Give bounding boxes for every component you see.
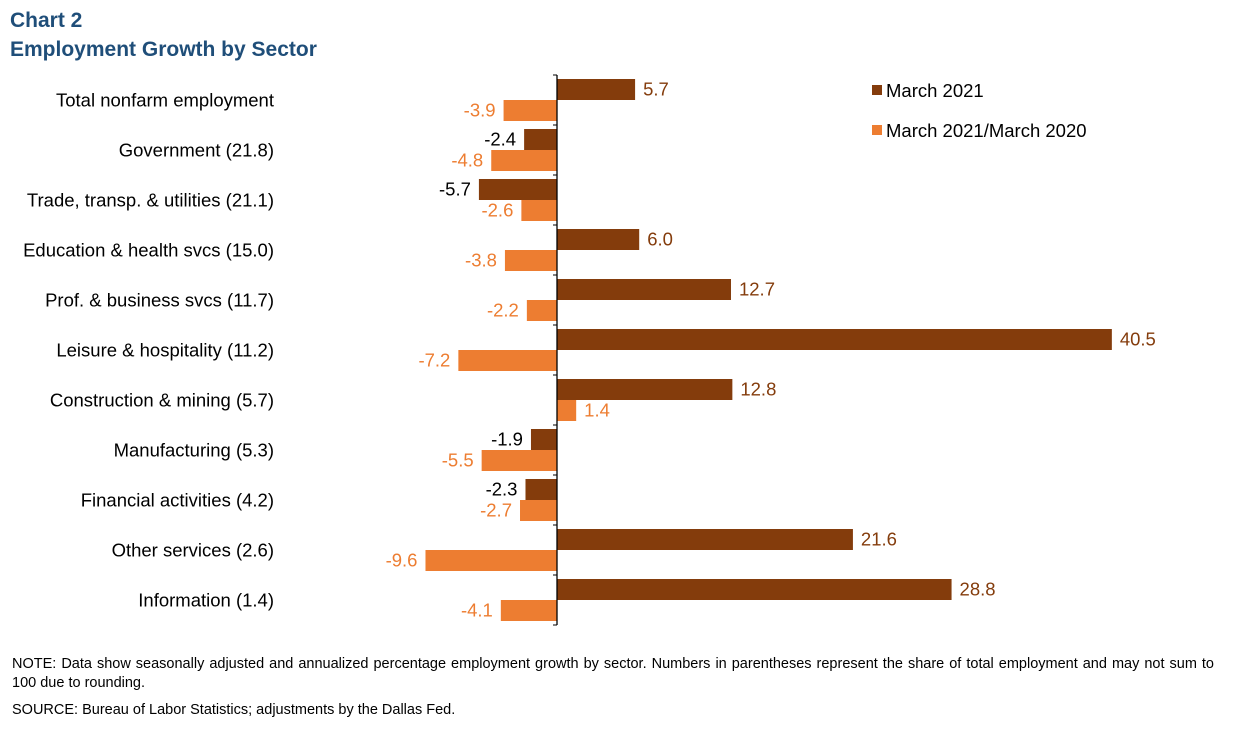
bar-march-2021 — [557, 229, 640, 250]
category-label: Construction & mining (5.7) — [50, 390, 274, 411]
data-label: -2.7 — [480, 500, 512, 521]
data-label: 5.7 — [643, 79, 669, 100]
category-label: Trade, transp. & utilities (21.1) — [27, 190, 274, 211]
bar-march-2021 — [557, 379, 733, 400]
bar-chart: Total nonfarm employment 5.7 -3.9 Governmen… — [23, 74, 1156, 626]
legend-swatch — [872, 85, 882, 95]
data-label: -2.3 — [486, 479, 518, 500]
bar-march-2021-vs-2020 — [481, 450, 557, 471]
bar-march-2021-vs-2020 — [425, 550, 557, 571]
bar-march-2021 — [524, 129, 557, 150]
bar-march-2021-vs-2020 — [503, 100, 557, 121]
data-label: -7.2 — [418, 350, 450, 371]
bar-march-2021-vs-2020 — [491, 150, 557, 171]
data-label: -9.6 — [386, 550, 418, 571]
bar-march-2021 — [557, 279, 731, 300]
category-label: Education & health svcs (15.0) — [23, 240, 274, 261]
data-label: 12.8 — [740, 379, 776, 400]
data-label: 6.0 — [647, 229, 673, 250]
data-label: 40.5 — [1120, 329, 1156, 350]
bar-march-2021 — [557, 529, 853, 550]
category-label: Leisure & hospitality (11.2) — [56, 340, 274, 361]
data-label: -4.1 — [461, 600, 493, 621]
data-label: -1.9 — [491, 429, 523, 450]
data-label: 12.7 — [739, 279, 775, 300]
data-label: -2.6 — [481, 200, 513, 221]
category-label: Information (1.4) — [138, 590, 274, 611]
category-label: Prof. & business svcs (11.7) — [45, 290, 274, 311]
chart-note: NOTE: Data show seasonally adjusted and … — [12, 656, 1214, 691]
legend-label: March 2021/March 2020 — [886, 120, 1087, 141]
category-label: Total nonfarm employment — [56, 90, 274, 111]
data-label: -2.2 — [487, 300, 519, 321]
data-label: -5.5 — [442, 450, 474, 471]
legend-swatch — [872, 125, 882, 135]
data-label: 1.4 — [584, 400, 610, 421]
data-label: -4.8 — [451, 150, 483, 171]
bar-march-2021-vs-2020 — [458, 350, 557, 371]
legend-label: March 2021 — [886, 80, 984, 101]
data-label: -2.4 — [484, 129, 516, 150]
category-label: Financial activities (4.2) — [81, 490, 274, 511]
bar-march-2021 — [557, 579, 952, 600]
chart-title-block: Chart 2 Employment Growth by Sector — [10, 6, 317, 64]
category-label: Manufacturing (5.3) — [114, 440, 274, 461]
chart-title: Chart 2 — [10, 9, 83, 32]
bar-march-2021 — [525, 479, 557, 500]
category-label: Government (21.8) — [119, 140, 274, 161]
bar-march-2021-vs-2020 — [557, 400, 577, 421]
data-label: 28.8 — [960, 579, 996, 600]
data-label: -3.9 — [464, 100, 496, 121]
bar-march-2021-vs-2020 — [526, 300, 557, 321]
chart-source: SOURCE: Bureau of Labor Statistics; adju… — [12, 702, 456, 718]
bar-march-2021 — [530, 429, 557, 450]
bar-march-2021 — [557, 79, 636, 100]
bar-march-2021-vs-2020 — [500, 600, 557, 621]
bar-march-2021 — [478, 179, 557, 200]
bar-march-2021-vs-2020 — [520, 500, 557, 521]
data-label: 21.6 — [861, 529, 897, 550]
data-label: -5.7 — [439, 179, 471, 200]
category-label: Other services (2.6) — [112, 540, 274, 561]
bar-march-2021-vs-2020 — [521, 200, 557, 221]
bar-march-2021-vs-2020 — [504, 250, 557, 271]
chart-subtitle: Employment Growth by Sector — [10, 38, 317, 61]
bar-march-2021 — [557, 329, 1112, 350]
data-label: -3.8 — [465, 250, 497, 271]
